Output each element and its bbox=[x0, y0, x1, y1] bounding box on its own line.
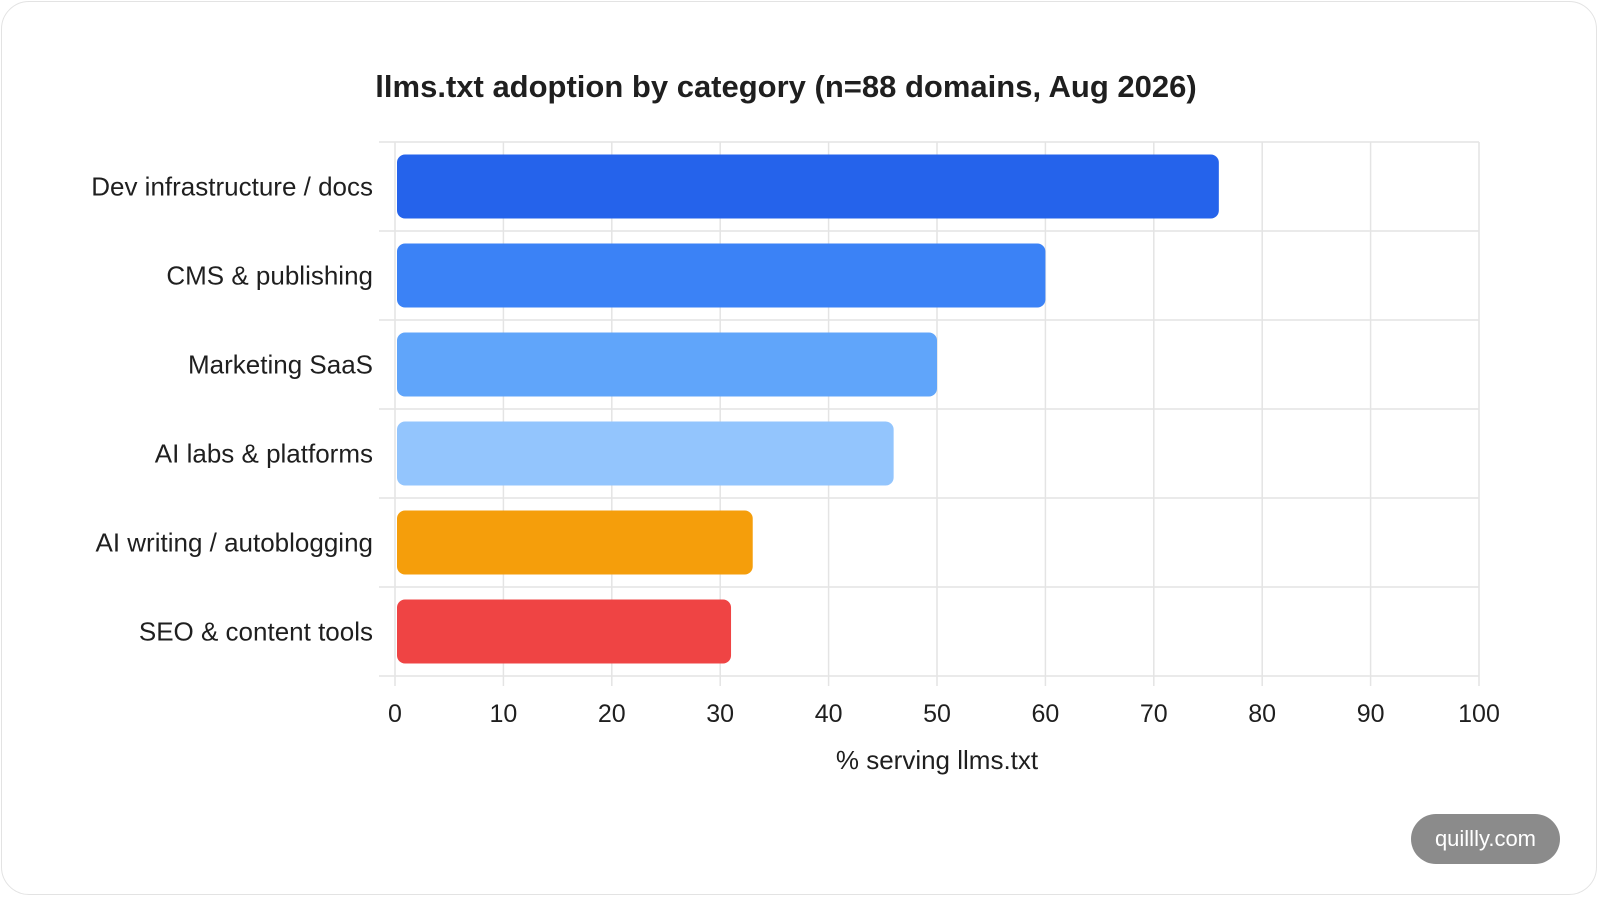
x-tick-label: 20 bbox=[598, 700, 626, 728]
x-tick-label: 70 bbox=[1140, 700, 1168, 728]
x-axis-title: % serving llms.txt bbox=[836, 745, 1039, 775]
category-label: CMS & publishing bbox=[166, 261, 373, 291]
bar bbox=[397, 421, 894, 486]
category-label: AI labs & platforms bbox=[155, 439, 373, 469]
x-tick-label: 0 bbox=[388, 700, 402, 728]
category-label: AI writing / autoblogging bbox=[95, 528, 373, 558]
chart-title: llms.txt adoption by category (n=88 doma… bbox=[375, 69, 1196, 104]
x-tick-label: 10 bbox=[489, 700, 517, 728]
watermark-badge[interactable]: quillly.com bbox=[1410, 814, 1560, 864]
x-tick-labels: 0 10 20 30 40 50 60 70 80 90 100 bbox=[388, 700, 1500, 728]
gridlines bbox=[379, 141, 1480, 686]
bar bbox=[397, 154, 1219, 219]
category-label: SEO & content tools bbox=[139, 617, 373, 647]
x-tick-label: 80 bbox=[1248, 700, 1276, 728]
category-label: Dev infrastructure / docs bbox=[91, 172, 373, 202]
x-tick-label: 90 bbox=[1357, 700, 1385, 728]
category-label: Marketing SaaS bbox=[188, 350, 373, 380]
bars bbox=[397, 154, 1219, 664]
bar bbox=[397, 599, 732, 664]
x-tick-label: 30 bbox=[706, 700, 734, 728]
x-tick-label: 100 bbox=[1458, 700, 1500, 728]
bar bbox=[397, 332, 937, 397]
x-tick-label: 60 bbox=[1031, 700, 1059, 728]
x-tick-label: 50 bbox=[923, 700, 951, 728]
bar bbox=[397, 510, 753, 575]
bar bbox=[397, 243, 1046, 308]
category-labels: Dev infrastructure / docs CMS & publishin… bbox=[91, 172, 373, 647]
x-tick-label: 40 bbox=[815, 700, 843, 728]
